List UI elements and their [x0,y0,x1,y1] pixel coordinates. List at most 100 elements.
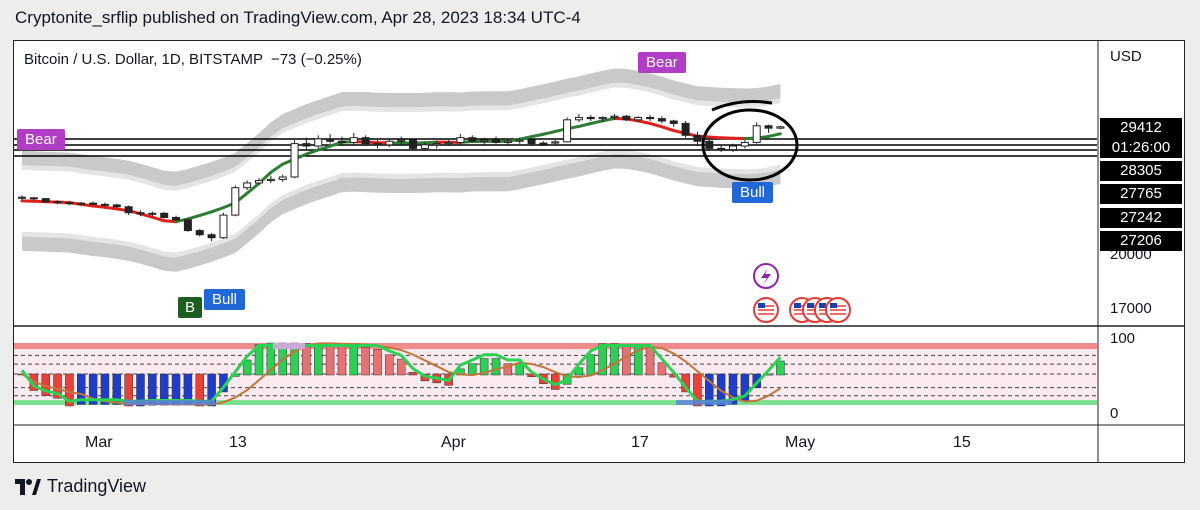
time-label: Apr [441,434,466,451]
candle [764,125,773,129]
trend-line-segment [91,204,107,209]
osc-bar [314,343,323,376]
osc-bar [776,360,785,376]
candle [255,180,263,184]
candle [574,116,583,121]
trend-line-segment [103,205,119,211]
osc-bar [112,373,122,405]
osc-bar [515,363,524,376]
osc-bar [124,373,133,407]
price-tick: 17000 [1110,300,1152,317]
trend-line-segment [636,119,652,125]
osc-bar [349,344,359,376]
bull-signal-label[interactable]: Bull [204,289,246,310]
candle [480,139,489,142]
trend-line-segment [648,121,664,129]
lightning-icon [761,268,771,285]
currency-label: USD [1110,48,1142,65]
candle [456,137,465,143]
candle [705,140,714,149]
buy-marker[interactable]: B [178,297,203,318]
candle [551,141,560,144]
candle [18,196,26,199]
osc-bar [551,373,560,390]
oversold-zone [14,400,1097,405]
trend-line-segment [518,135,534,141]
symbol-name: Bitcoin / U.S. Dollar, 1D, BITSTAMP [24,51,263,68]
osc-bar [728,373,738,405]
osc-bar [266,342,276,376]
symbol-info[interactable]: Bitcoin / U.S. Dollar, 1D, BITSTAMP −73 (… [24,51,362,68]
trend-line-segment [304,148,320,156]
osc-tick: 0 [1110,405,1119,422]
overbought-zone [14,343,1097,350]
time-label: 17 [631,434,649,451]
osc-bar [325,343,335,376]
us-flag-canton [807,303,814,308]
osc-bar [491,358,501,376]
candle [172,216,181,221]
candle [337,140,346,143]
osc-tick: 100 [1110,330,1136,347]
candle [278,176,287,180]
trend-line-segment [316,144,332,152]
trend-line-segment [198,210,214,217]
candle [740,141,749,147]
candle [729,145,737,151]
us-flag-canton [758,303,765,308]
time-label: May [785,434,816,451]
candle [148,212,157,215]
tradingview-brand[interactable]: TradingView [15,476,146,497]
candle [681,122,690,136]
trend-line-segment [245,181,261,195]
bear-signal-label[interactable]: Bear [638,52,686,73]
candle [503,140,512,143]
candle [409,139,418,149]
us-flag-canton [794,303,801,308]
publisher-line: Cryptonite_srflip published on TradingVi… [15,8,581,27]
candle [290,143,299,178]
osc-bar [408,372,418,376]
candle [693,134,702,142]
candle [302,143,311,147]
us-flag-canton [830,303,837,308]
candle [326,138,335,142]
osc-bar [77,373,86,405]
candle [622,115,631,121]
osc-bar [598,343,607,376]
brand-name: TradingView [47,476,147,496]
tradingview-logo-icon [15,478,41,495]
trend-line-segment [210,206,225,214]
candle [752,125,761,143]
osc-bar [693,373,702,407]
candle [160,212,169,218]
candle [515,139,524,142]
bear-signal-label[interactable]: Bear [17,129,65,150]
trend-line-segment [660,125,676,133]
osc-bar [195,373,204,407]
trend-line-segment [767,132,782,138]
candle [89,202,98,205]
osc-bar [396,358,406,376]
time-label: Mar [85,434,113,451]
candle [373,143,382,146]
candle [41,198,50,203]
candle [432,143,441,146]
trend-line-segment [150,215,166,223]
candle [444,141,453,145]
osc-bar [657,362,667,376]
osc-bar [503,363,513,376]
osc-bar [100,373,110,405]
us-flag-canton [819,303,826,308]
osc-bar [337,345,347,376]
candle [385,140,394,146]
candle [195,230,204,236]
candle [717,147,726,151]
osc-bar [88,373,98,405]
trend-line-segment [577,122,593,128]
candle [646,116,655,120]
candle [492,139,500,143]
bull-signal-label[interactable]: Bull [732,182,774,203]
candle [397,139,406,142]
